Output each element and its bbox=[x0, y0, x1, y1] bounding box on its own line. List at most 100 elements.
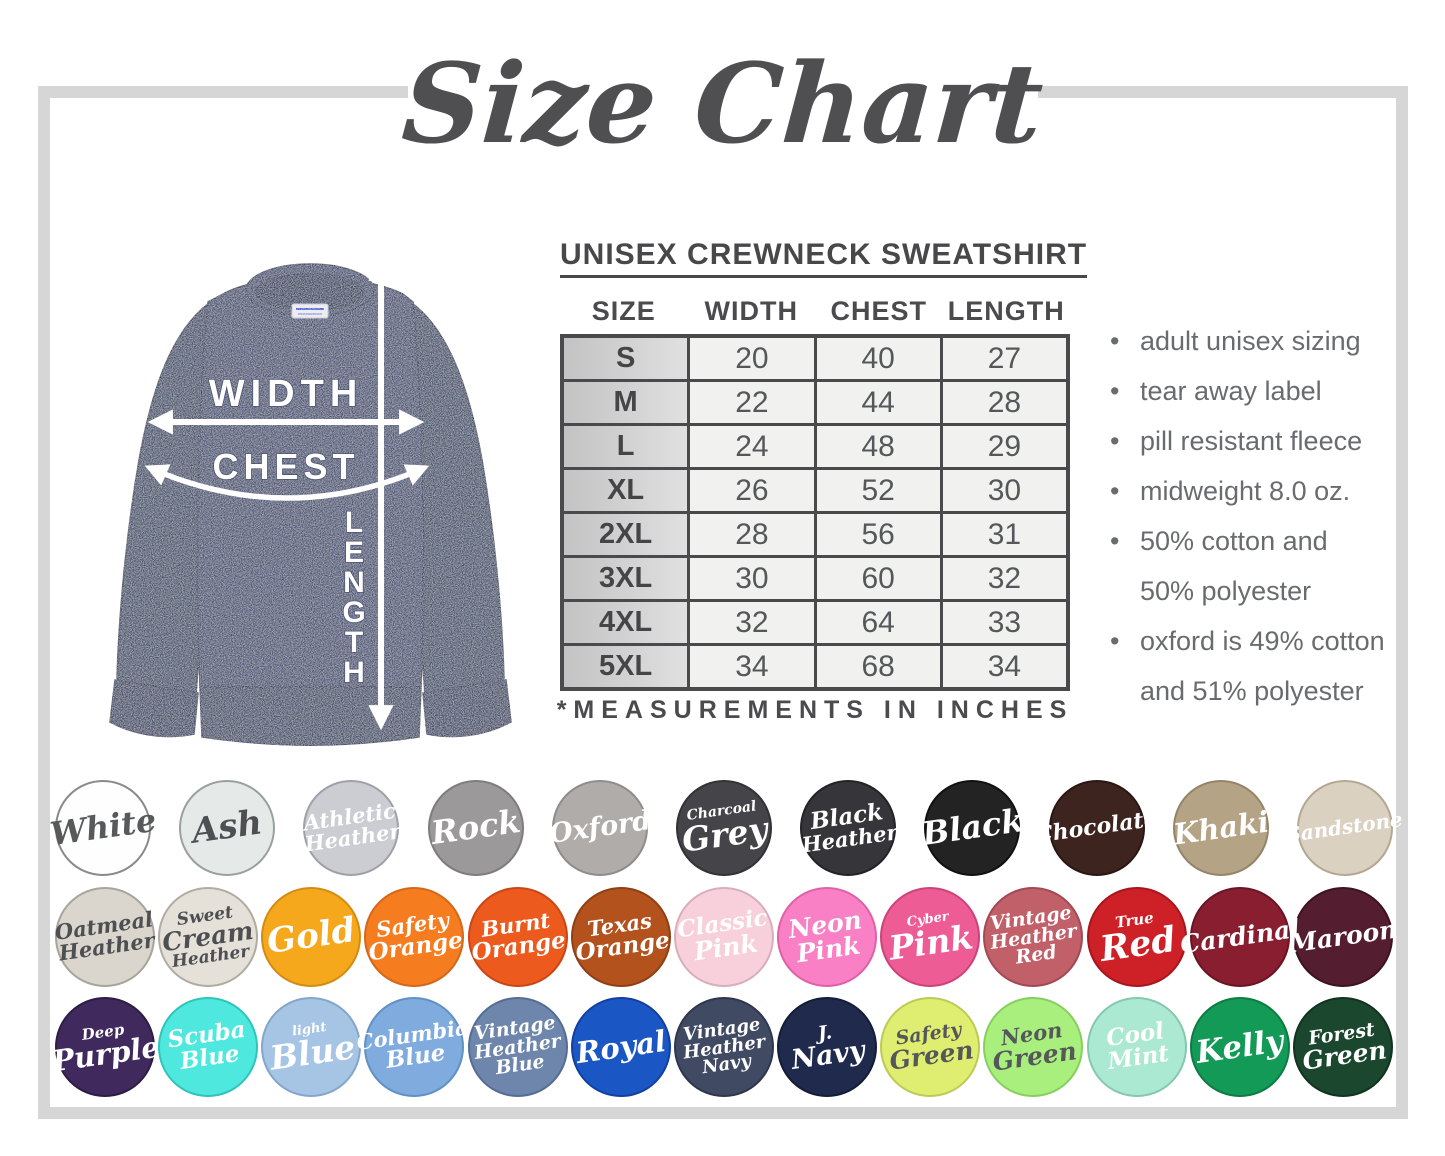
swatch-label-line: Khaki bbox=[1170, 804, 1271, 852]
color-swatch-rock: Rock bbox=[427, 780, 524, 876]
measurement-arrows bbox=[144, 255, 430, 731]
swatch-label: Vintage Heather Red bbox=[986, 902, 1080, 970]
swatch-label: Sweet Cream Heather bbox=[159, 902, 258, 972]
feature-item: • adult unisex sizing bbox=[1110, 316, 1428, 366]
right-cuff bbox=[422, 679, 512, 738]
color-swatch-cool-mint: Cool Mint bbox=[1086, 997, 1187, 1097]
swatch-label-line: Black bbox=[919, 801, 1026, 854]
swatch-label-line: Sandstone bbox=[1285, 807, 1405, 848]
column-header-size: SIZE bbox=[591, 296, 656, 326]
measurement-cell: 28 bbox=[942, 382, 1066, 423]
feature-item: • pill resistant fleece bbox=[1110, 416, 1428, 466]
bullet-icon: • bbox=[1110, 426, 1120, 456]
swatch-label-line: Oxford bbox=[546, 804, 653, 850]
swatch-label: Cool Mint bbox=[1103, 1018, 1171, 1076]
swatch-label: White bbox=[47, 801, 159, 854]
column-header-width: WIDTH bbox=[704, 296, 798, 326]
swatch-label-line: Blue bbox=[267, 1027, 358, 1078]
measurement-cell: 20 bbox=[690, 338, 814, 379]
swatch-label: Kelly bbox=[1194, 1023, 1286, 1071]
swatch-label-line: Maroon bbox=[1286, 914, 1399, 959]
swatch-label: Khaki bbox=[1170, 804, 1271, 852]
color-swatch-neon-pink: Neon Pink bbox=[777, 887, 878, 987]
color-swatch-texas-orange: Texas Orange bbox=[570, 887, 671, 987]
page-title-block: Size Chart bbox=[399, 2, 1047, 204]
swatch-label: Charcoal Grey bbox=[678, 798, 770, 860]
color-swatch-safety-orange: Safety Orange bbox=[364, 887, 465, 987]
swatch-label: True Red bbox=[1096, 907, 1178, 970]
swatch-label: Forest Green bbox=[1298, 1019, 1388, 1076]
measurement-cell: 32 bbox=[942, 558, 1066, 599]
size-cell: 5XL bbox=[564, 646, 688, 687]
measurement-cell: 30 bbox=[690, 558, 814, 599]
measurement-cell: 56 bbox=[816, 514, 940, 555]
swatch-label-line: Pink bbox=[886, 917, 976, 968]
feature-text: 50% polyester bbox=[1140, 576, 1312, 606]
swatch-label-line: Mint bbox=[1105, 1039, 1171, 1076]
color-swatch-ash: Ash bbox=[179, 780, 276, 876]
swatch-label-line: Chocolate bbox=[1033, 805, 1160, 849]
swatch-label: Rock bbox=[428, 802, 522, 852]
color-swatch-vintage-heather-navy: Vintage Heather Navy bbox=[673, 997, 774, 1097]
measurement-cell: 44 bbox=[816, 382, 940, 423]
swatch-label: Ash bbox=[189, 802, 265, 853]
color-swatch-kelly: Kelly bbox=[1189, 997, 1290, 1097]
width-label: WIDTH bbox=[209, 373, 364, 415]
measurement-cell: 33 bbox=[942, 602, 1066, 643]
color-swatch-cardinal: Cardinal bbox=[1178, 887, 1301, 987]
swatch-label: Texas Orange bbox=[571, 908, 670, 966]
swatch-label-line: Gold bbox=[264, 910, 358, 963]
color-swatch-white: White bbox=[48, 780, 158, 876]
feature-text: oxford is 49% cotton bbox=[1140, 626, 1385, 656]
feature-text: 50% cotton and bbox=[1140, 526, 1328, 556]
column-header-chest: CHEST bbox=[830, 296, 927, 326]
neck-tag bbox=[291, 303, 329, 319]
color-swatch-deep-purple: Deep Purple bbox=[50, 997, 162, 1097]
swatch-label: Neon Green bbox=[988, 1017, 1079, 1076]
color-swatch-charcoal-grey: Charcoal Grey bbox=[675, 780, 772, 876]
swatch-label-line: White bbox=[47, 801, 159, 854]
color-swatch-columbia-blue: Columbia Blue bbox=[355, 997, 470, 1097]
page-title: Size Chart bbox=[398, 38, 1048, 168]
color-swatch-oatmeal-heather: Oatmeal Heather bbox=[53, 887, 157, 987]
color-swatch-khaki: Khaki bbox=[1170, 780, 1271, 876]
bullet-icon: • bbox=[1110, 376, 1120, 406]
swatch-label-line: Red bbox=[1097, 918, 1178, 970]
swatch-label-line: Ash bbox=[189, 802, 265, 853]
feature-text: midweight 8.0 oz. bbox=[1140, 476, 1351, 506]
swatch-label: Vintage Heather Navy bbox=[679, 1013, 768, 1079]
swatch-label-line: Grey bbox=[679, 808, 770, 860]
swatch-label: Black Heather bbox=[797, 799, 899, 858]
chest-label: CHEST bbox=[212, 446, 359, 487]
color-swatch-maroon: Maroon bbox=[1287, 887, 1399, 987]
sweatshirt-garment bbox=[109, 263, 512, 746]
bullet-icon: • bbox=[1110, 326, 1120, 356]
size-table-column-headers: SIZE WIDTH CHEST LENGTH bbox=[560, 296, 1070, 327]
swatch-label: Scuba Blue bbox=[166, 1016, 250, 1075]
swatch-label: Safety Orange bbox=[365, 908, 464, 967]
column-header-length: LENGTH bbox=[947, 296, 1065, 326]
swatch-label: Burnt Orange bbox=[468, 908, 567, 966]
swatch-label: Black bbox=[919, 801, 1026, 854]
measurements-footnote: *MEASUREMENTS IN INCHES bbox=[556, 696, 1074, 724]
color-swatch-vintage-heather-blue: Vintage Heather Blue bbox=[467, 997, 568, 1097]
features-list: • adult unisex sizing • tear away label • pil… bbox=[1110, 316, 1428, 716]
size-cell: S bbox=[564, 338, 688, 379]
measurement-cell: 22 bbox=[690, 382, 814, 423]
bullet-icon: • bbox=[1110, 526, 1120, 556]
color-swatch-sweet-cream-heather: Sweet Cream Heather bbox=[158, 887, 259, 987]
measurement-cell: 32 bbox=[690, 602, 814, 643]
swatch-label: Oatmeal Heather bbox=[53, 907, 157, 966]
swatch-label: Deep Purple bbox=[49, 1018, 162, 1079]
size-cell: L bbox=[564, 426, 688, 467]
color-swatch-chocolate: Chocolate bbox=[1034, 780, 1159, 876]
page-border-frame bbox=[38, 86, 1408, 1119]
measurement-cell: 29 bbox=[942, 426, 1066, 467]
swatch-label: Columbia Blue bbox=[355, 1015, 473, 1076]
measurement-cell: 27 bbox=[942, 338, 1066, 379]
swatch-label: Maroon bbox=[1286, 914, 1399, 959]
feature-text: pill resistant fleece bbox=[1140, 426, 1363, 456]
